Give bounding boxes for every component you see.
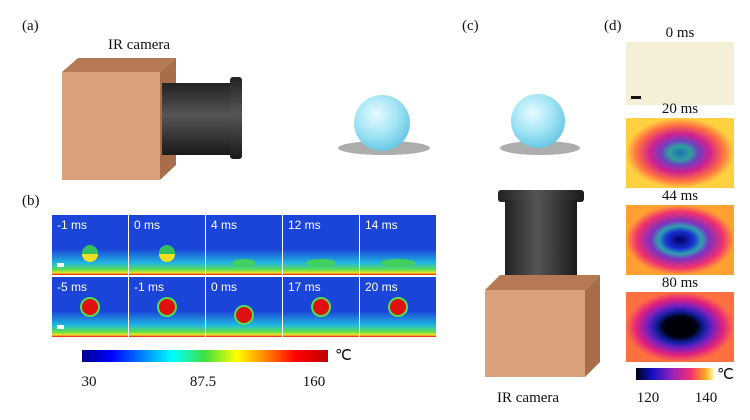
colorbar-tick: 160 bbox=[303, 374, 326, 390]
colorbar-tick: 140 bbox=[695, 390, 718, 406]
droplet-thermal bbox=[80, 297, 100, 317]
panel-label: (b) bbox=[22, 193, 40, 209]
frame-label: 80 ms bbox=[662, 275, 698, 291]
frame-label: 20 ms bbox=[365, 280, 398, 294]
droplet-thermal bbox=[311, 297, 331, 317]
frame-label: 0 ms bbox=[666, 25, 695, 41]
frame-label: 0 ms bbox=[211, 280, 237, 294]
camera-vertical bbox=[485, 190, 600, 377]
droplet-spread bbox=[380, 259, 416, 267]
thermal-frame bbox=[626, 205, 734, 275]
droplet bbox=[338, 95, 430, 155]
frame-label: 12 ms bbox=[288, 218, 321, 232]
colorbar-unit: ℃ bbox=[335, 348, 352, 364]
colorbar-unit: ℃ bbox=[717, 367, 734, 383]
frame-label: 4 ms bbox=[211, 218, 237, 232]
frame-label: -1 ms bbox=[57, 218, 87, 232]
scale-bar bbox=[631, 96, 641, 99]
panel-label: (a) bbox=[22, 18, 39, 34]
thermal-frame bbox=[626, 292, 734, 362]
colorbar bbox=[82, 350, 328, 362]
frame-label: 14 ms bbox=[365, 218, 398, 232]
droplet-spread bbox=[306, 259, 336, 267]
droplet-base bbox=[159, 254, 175, 262]
frame-label: 17 ms bbox=[288, 280, 321, 294]
colorbar-tick: 120 bbox=[637, 390, 660, 406]
frame-label: -1 ms bbox=[134, 280, 164, 294]
thermal-column: 0 ms 20 ms 44 ms 80 ms bbox=[626, 25, 734, 362]
thermal-frame bbox=[626, 42, 734, 105]
scale-bar bbox=[57, 263, 64, 267]
frame-label: -5 ms bbox=[57, 280, 87, 294]
droplet-thermal bbox=[157, 297, 177, 317]
panel-label: (d) bbox=[604, 18, 622, 34]
droplet-base bbox=[82, 254, 98, 262]
camera-label: IR camera bbox=[108, 37, 170, 53]
droplet bbox=[500, 94, 580, 155]
colorbar-tick: 30 bbox=[82, 374, 97, 390]
panel-label: (c) bbox=[462, 18, 479, 34]
frame-label: 20 ms bbox=[662, 101, 698, 117]
camera-horizontal bbox=[62, 58, 242, 180]
thermal-grid: -1 ms 0 ms 4 ms 12 ms 14 ms -5 ms -1 ms 0 ms 17 … bbox=[52, 215, 436, 337]
thermal-frame bbox=[626, 118, 734, 188]
droplet-thermal bbox=[388, 297, 408, 317]
droplet-thermal bbox=[234, 305, 254, 325]
scale-bar bbox=[57, 325, 64, 329]
colorbar bbox=[636, 368, 714, 380]
frame-label: 0 ms bbox=[134, 218, 160, 232]
colorbar-tick: 87.5 bbox=[190, 374, 216, 390]
droplet-spread bbox=[232, 259, 256, 267]
camera-label: IR camera bbox=[497, 390, 559, 406]
frame-label: 44 ms bbox=[662, 188, 698, 204]
